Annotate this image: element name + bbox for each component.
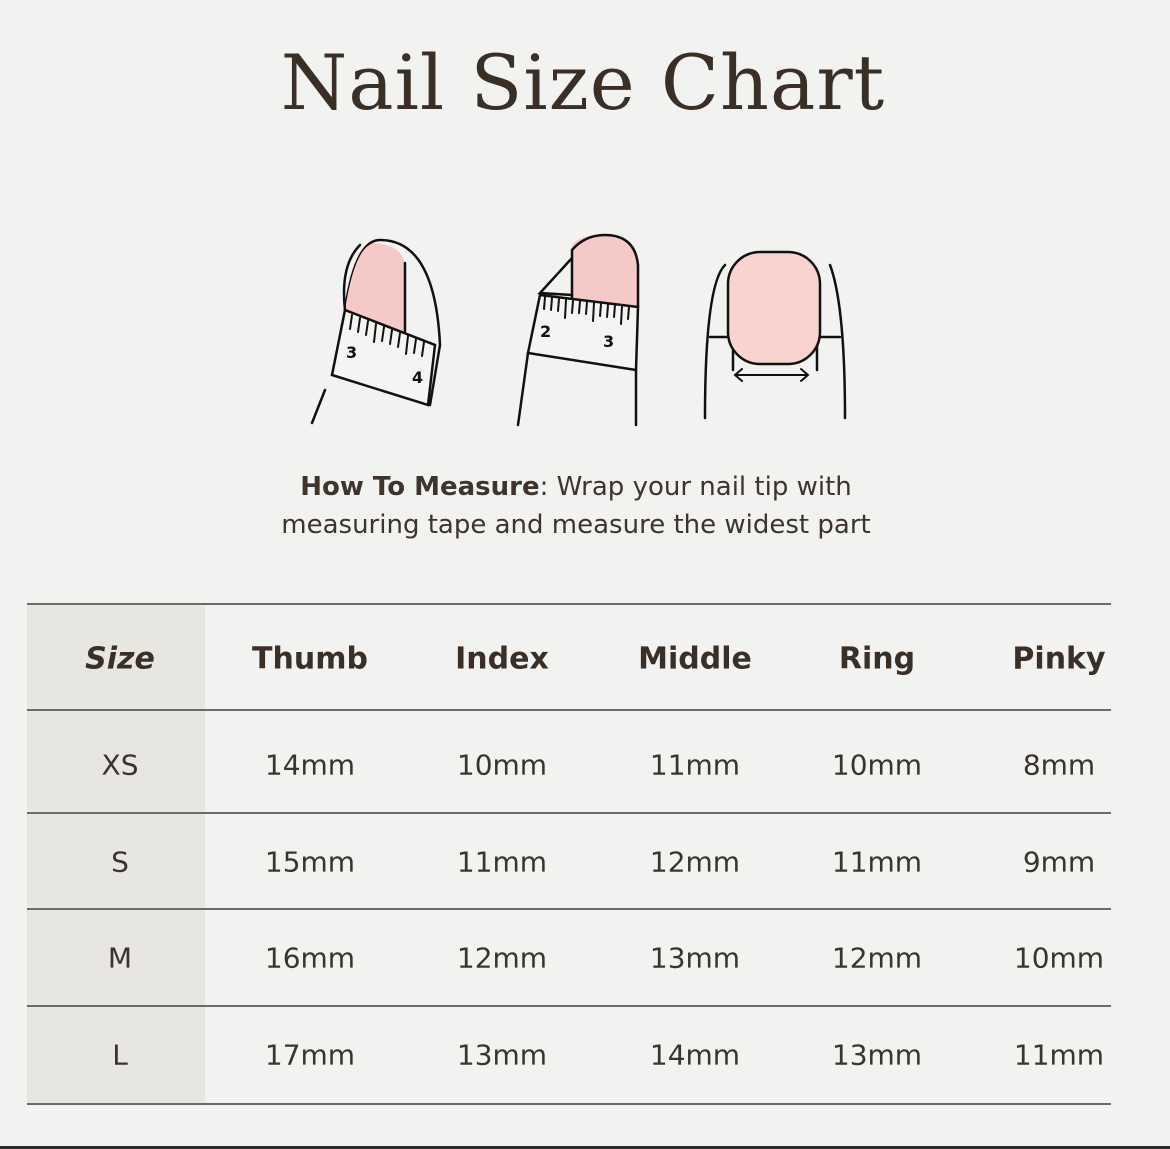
- size-label: L: [112, 1038, 128, 1072]
- finger-tape-side-icon: 2 3: [516, 233, 640, 427]
- how-to-label: How To Measure: [300, 472, 540, 502]
- cell-index: 12mm: [456, 941, 548, 975]
- cell-thumb: 16mm: [264, 941, 356, 975]
- cell-thumb: 17mm: [264, 1038, 356, 1072]
- cell-thumb: 15mm: [264, 845, 356, 879]
- cell-middle: 11mm: [649, 748, 741, 782]
- header-pinky: Pinky: [1012, 641, 1106, 677]
- tape-number: 3: [603, 332, 614, 351]
- divider: [27, 812, 1111, 814]
- header-index: Index: [455, 641, 549, 677]
- how-to-text-2: measuring tape and measure the widest pa…: [281, 510, 871, 540]
- divider: [27, 1103, 1111, 1105]
- finger-tape-angled-icon: 3 4: [310, 238, 442, 425]
- divider: [27, 709, 1111, 711]
- cell-pinky: 9mm: [1022, 845, 1096, 879]
- cell-ring: 11mm: [831, 845, 923, 879]
- how-to-measure: How To Measure: Wrap your nail tip with …: [0, 468, 1152, 544]
- cell-ring: 10mm: [831, 748, 923, 782]
- tape-number: 2: [540, 322, 551, 341]
- size-label: S: [111, 845, 129, 879]
- page-title: Nail Size Chart: [280, 38, 886, 127]
- size-label: XS: [101, 748, 139, 782]
- how-to-text: : Wrap your nail tip with: [539, 472, 852, 502]
- cell-middle: 13mm: [649, 941, 741, 975]
- header-size: Size: [85, 641, 155, 677]
- tape-number: 3: [346, 343, 357, 362]
- cell-pinky: 11mm: [1013, 1038, 1105, 1072]
- cell-thumb: 14mm: [264, 748, 356, 782]
- header-ring: Ring: [838, 641, 916, 677]
- cell-pinky: 10mm: [1013, 941, 1105, 975]
- cell-middle: 14mm: [649, 1038, 741, 1072]
- divider: [27, 908, 1111, 910]
- bottom-border: [0, 1146, 1170, 1149]
- measuring-illustration: 3 4 2 3: [310, 233, 847, 427]
- cell-index: 13mm: [456, 1038, 548, 1072]
- cell-index: 10mm: [456, 748, 548, 782]
- size-column-bg: [27, 603, 205, 1103]
- cell-middle: 12mm: [649, 845, 741, 879]
- cell-ring: 12mm: [831, 941, 923, 975]
- finger-nail-width-icon: [703, 250, 847, 420]
- size-label: M: [107, 941, 133, 975]
- header-thumb: Thumb: [252, 641, 368, 677]
- header-middle: Middle: [638, 641, 752, 677]
- tape-number: 4: [412, 368, 423, 387]
- cell-ring: 13mm: [831, 1038, 923, 1072]
- divider: [27, 603, 1111, 605]
- divider: [27, 1005, 1111, 1007]
- cell-pinky: 8mm: [1022, 748, 1096, 782]
- cell-index: 11mm: [456, 845, 548, 879]
